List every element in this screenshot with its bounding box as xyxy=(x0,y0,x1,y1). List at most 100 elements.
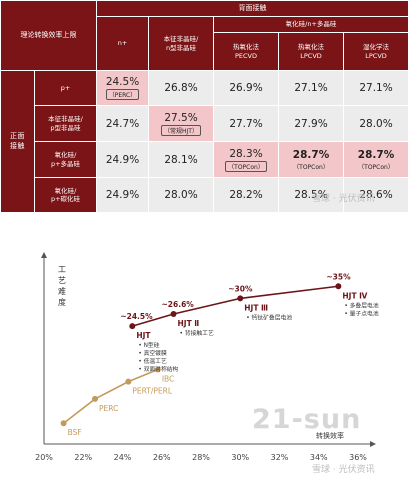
base-tech-label: PERT/PERL xyxy=(132,387,173,396)
col-header-n: n+ xyxy=(96,16,149,71)
col-sub-method: PECVD xyxy=(234,51,258,60)
base-tech-label: BSF xyxy=(68,428,82,437)
x-tick-label: 22% xyxy=(74,453,92,462)
hjt-feature-text: • 真空镀膜 xyxy=(138,349,167,357)
efficiency-value: 28.0% xyxy=(164,189,198,201)
col-header-poly-group: 氧化硅/n+多晶硅 xyxy=(212,16,408,33)
efficiency-value: 28.1% xyxy=(164,153,198,166)
hjt-generation-label: HJT Ⅲ xyxy=(244,303,268,312)
base-tech-line xyxy=(63,368,159,424)
x-tick-label: 34% xyxy=(310,453,328,462)
efficiency-value: 28.7% xyxy=(292,148,330,161)
watermark-table: 雪球 · 光伏资讯 xyxy=(312,194,375,204)
efficiency-value: 26.9% xyxy=(229,82,263,94)
front-label-line1: 正面 xyxy=(10,132,25,141)
hjt-feature-text: • 双面对称结构 xyxy=(138,365,178,373)
cell-tech-note: （TOPCon） xyxy=(358,163,394,171)
back-contact-header: 背面接触 xyxy=(95,0,408,17)
row-label-line: 氧化硅/ xyxy=(54,151,77,160)
hjt-feature-text: • 钙钛矿叠层电池 xyxy=(246,313,292,321)
x-tick-label: 32% xyxy=(271,453,289,462)
row-label: 本征非晶硅/p型非晶硅 xyxy=(34,105,97,142)
efficiency-cell: 28.3% （TOPCon） xyxy=(213,141,279,178)
col-header-sub-1: 热氧化法 PECVD xyxy=(213,32,279,71)
hjt-point xyxy=(129,323,136,330)
efficiency-value: 28.7% xyxy=(357,148,395,161)
efficiency-value: 27.7% xyxy=(229,117,263,130)
x-tick-label: 26% xyxy=(153,453,171,462)
y-axis-label-char: 难 xyxy=(58,286,66,296)
efficiency-cell: 28.5% xyxy=(278,177,344,213)
col-header-intrinsic-line1: 本征非晶硅/ xyxy=(163,35,199,44)
row-label: p+ xyxy=(34,70,97,106)
cell-tech-note: （常规HJT） xyxy=(161,124,201,136)
front-contact-header: 正面 接触 xyxy=(0,70,35,213)
x-tick-label: 24% xyxy=(114,453,132,462)
base-tech-point xyxy=(92,395,99,402)
base-tech-label: IBC xyxy=(162,374,174,383)
hjt-feature-text: • 多叠层电池 xyxy=(344,301,378,309)
cell-tech-note: （TOPCon） xyxy=(225,160,267,172)
efficiency-cell: 28.0% xyxy=(342,105,408,142)
corner-header: 理论转换效率上限 xyxy=(0,0,97,71)
base-tech-label: PERC xyxy=(99,404,118,413)
x-tick-label: 20% xyxy=(35,453,53,462)
row-label-line: p+ xyxy=(60,83,71,92)
efficiency-cell: 27.5% （常规HJT） xyxy=(148,105,214,142)
hjt-point xyxy=(335,283,342,290)
efficiency-cell: 24.9% xyxy=(96,141,149,178)
hjt-feature-text: • 低温工艺 xyxy=(138,357,167,365)
cell-tech-note: （PERC） xyxy=(105,89,140,100)
hjt-feature-text: • 背接触工艺 xyxy=(180,329,214,337)
efficiency-value: 28.6% xyxy=(359,189,393,201)
efficiency-value: 26.8% xyxy=(164,82,198,94)
col-sub-main: 热氧化法 xyxy=(233,43,259,52)
hjt-feature-text: • N型硅 xyxy=(138,341,159,349)
hjt-point xyxy=(170,311,177,317)
front-label-line2: 接触 xyxy=(10,141,25,150)
efficiency-cell: 27.1% xyxy=(342,70,408,106)
hjt-value-label: ~24.5% xyxy=(120,312,153,321)
hjt-generation-label: HJT Ⅳ xyxy=(342,291,368,300)
col-sub-method: LPCVD xyxy=(365,51,387,60)
base-tech-point xyxy=(125,378,132,385)
efficiency-value: 27.9% xyxy=(294,117,328,130)
row-label-line: p+多晶硅 xyxy=(50,159,81,168)
row-label-line: 本征非晶硅/ xyxy=(48,115,83,124)
efficiency-cell: 24.5% （PERC） xyxy=(96,70,149,106)
efficiency-value: 24.9% xyxy=(105,153,140,166)
efficiency-value: 27.5% xyxy=(164,111,198,124)
hjt-line xyxy=(132,285,339,327)
row-label-line: 氧化硅/ xyxy=(54,186,77,195)
efficiency-cell: 28.7% （TOPCon） xyxy=(342,141,408,178)
efficiency-cell: 27.7% xyxy=(213,105,279,142)
hjt-point xyxy=(237,295,244,302)
efficiency-cell: 26.9% xyxy=(213,70,279,106)
efficiency-value: 24.7% xyxy=(105,117,140,130)
x-tick-label: 30% xyxy=(231,453,249,462)
efficiency-value: 24.5% xyxy=(105,76,140,88)
y-axis-label-char: 艺 xyxy=(58,276,66,285)
col-sub-main: 热氧化法 xyxy=(298,43,324,52)
efficiency-cell: 28.0% xyxy=(148,177,214,213)
efficiency-cell: 24.7% xyxy=(96,105,149,142)
x-axis-label: 转换效率 xyxy=(316,431,344,440)
hjt-value-label: ~30% xyxy=(228,284,253,293)
row-label-line: p+碳化硅 xyxy=(50,195,81,203)
hjt-feature-text: • 量子点电池 xyxy=(344,309,378,317)
efficiency-value: 28.0% xyxy=(359,117,393,130)
cell-tech-note: （TOPCon） xyxy=(293,163,329,171)
base-tech-point xyxy=(154,366,161,373)
row-label-line: p型非晶硅 xyxy=(50,123,81,132)
efficiency-cell: 28.2% xyxy=(213,177,279,213)
efficiency-value: 28.2% xyxy=(229,189,263,201)
row-label: 氧化硅/p+碳化硅 xyxy=(34,177,97,213)
col-header-sub-3: 湿化学法 LPCVD xyxy=(342,32,408,71)
efficiency-cell: 28.7% （TOPCon） xyxy=(278,141,344,178)
col-header-sub-2: 热氧化法 LPCVD xyxy=(278,32,344,71)
hjt-generation-label: HJT Ⅱ xyxy=(178,319,200,328)
col-sub-method: LPCVD xyxy=(300,51,322,60)
efficiency-cell: 27.9% xyxy=(278,105,344,142)
hjt-value-label: ~26.6% xyxy=(162,300,195,309)
